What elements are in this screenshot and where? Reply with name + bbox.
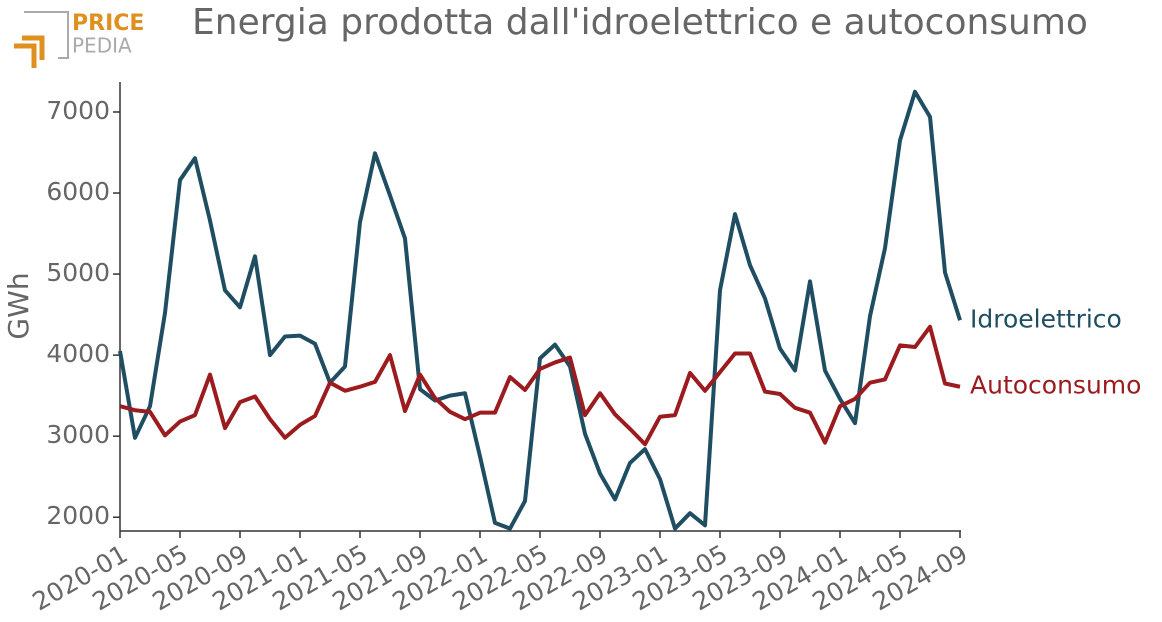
- y-axis-label: GWh: [2, 272, 35, 339]
- logo-text: PRICE: [72, 11, 144, 36]
- logo: PRICE PEDIA: [14, 11, 144, 68]
- y-tick-label: 7000: [46, 96, 110, 125]
- y-tick-label: 4000: [46, 339, 110, 368]
- logo-mark: [14, 35, 45, 68]
- y-tick-label: 3000: [46, 420, 110, 449]
- series-line: [118, 89, 962, 531]
- legend-label: Idroelettrico: [970, 304, 1122, 333]
- chart-title: Energia prodotta dall'idroelettrico e au…: [192, 2, 1088, 43]
- y-tick-label: 5000: [46, 258, 110, 287]
- legend-label: Autoconsumo: [970, 371, 1141, 400]
- y-tick-label: 2000: [46, 501, 110, 530]
- series-line: [119, 324, 961, 447]
- y-tick-label: 6000: [46, 177, 110, 206]
- logo-text: PEDIA: [72, 34, 132, 58]
- logo-frame: [24, 11, 69, 59]
